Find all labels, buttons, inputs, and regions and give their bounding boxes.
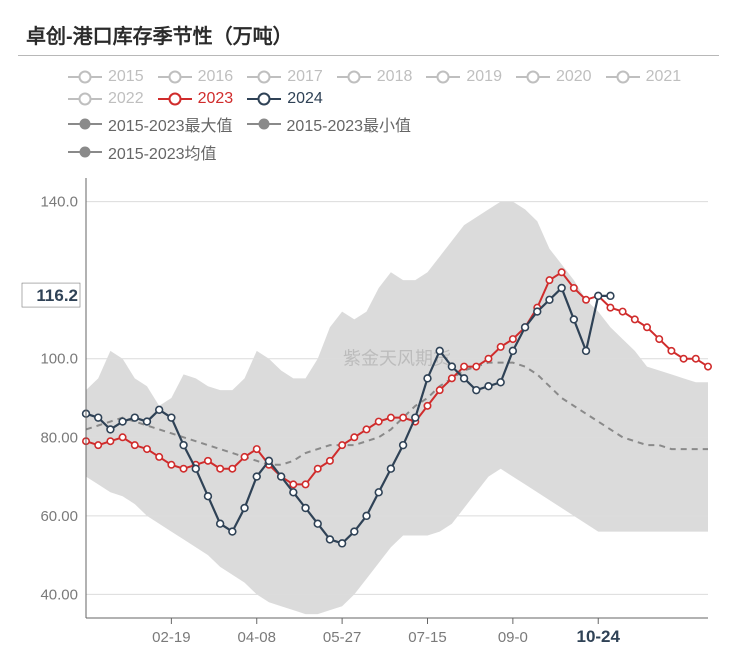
legend-swatch-2024 <box>247 92 281 106</box>
y-tick-label: 80.00 <box>40 429 78 446</box>
legend-item-2021[interactable]: 2021 <box>606 68 682 86</box>
legend-swatch-stat-1 <box>247 117 281 131</box>
legend-item-2019[interactable]: 2019 <box>426 68 502 86</box>
legend-item-2016[interactable]: 2016 <box>158 68 234 86</box>
legend-swatch-2023 <box>158 92 192 106</box>
legend-swatch-2017 <box>247 70 281 84</box>
legend-item-2023[interactable]: 2023 <box>158 90 234 108</box>
legend-item-2015[interactable]: 2015 <box>68 68 144 86</box>
legend-swatch-2015 <box>68 70 102 84</box>
x-tick-label: 07-15 <box>408 629 446 646</box>
y-highlight-label: 116.2 <box>36 286 78 305</box>
legend: 2015 2016 2017 2018 2019 2020 2021 2022 … <box>18 64 719 168</box>
legend-item-2018[interactable]: 2018 <box>337 68 413 86</box>
legend-item-stat-0[interactable]: 2015-2023最大值 <box>68 112 233 136</box>
legend-item-2024[interactable]: 2024 <box>247 90 323 108</box>
title-underline <box>18 55 719 56</box>
x-tick-label: 05-27 <box>323 629 361 646</box>
legend-item-2022[interactable]: 2022 <box>68 90 144 108</box>
y-tick-label: 40.00 <box>40 586 78 603</box>
chart-area: 40.00 60.00 80.00 100.0 140.0 116.2 紫金天风期货 02-1… <box>18 168 718 658</box>
legend-swatch-2020 <box>516 70 550 84</box>
legend-item-2020[interactable]: 2020 <box>516 68 592 86</box>
legend-item-stat-1[interactable]: 2015-2023最小值 <box>247 112 412 136</box>
legend-item-2017[interactable]: 2017 <box>247 68 323 86</box>
line-chart-svg: 40.00 60.00 80.00 100.0 140.0 116.2 紫金天风期货 02-1… <box>18 168 718 658</box>
legend-item-stat-2[interactable]: 2015-2023均值 <box>68 140 217 164</box>
legend-swatch-stat-0 <box>68 117 102 131</box>
y-tick-label: 60.00 <box>40 508 78 525</box>
watermark: 紫金天风期货 <box>343 349 451 369</box>
legend-swatch-2018 <box>337 70 371 84</box>
x-tick-label: 02-19 <box>152 629 190 646</box>
legend-swatch-2016 <box>158 70 192 84</box>
x-tick-label: 10-24 <box>576 627 620 646</box>
y-tick-label: 100.0 <box>40 351 78 368</box>
legend-swatch-2022 <box>68 92 102 106</box>
legend-swatch-2019 <box>426 70 460 84</box>
x-tick-label: 04-08 <box>238 629 276 646</box>
x-tick-label: 09-0 <box>498 629 528 646</box>
legend-swatch-stat-2 <box>68 145 102 159</box>
legend-swatch-2021 <box>606 70 640 84</box>
y-tick-label: 140.0 <box>40 194 78 211</box>
chart-title: 卓创-港口库存季节性（万吨） <box>26 20 719 49</box>
